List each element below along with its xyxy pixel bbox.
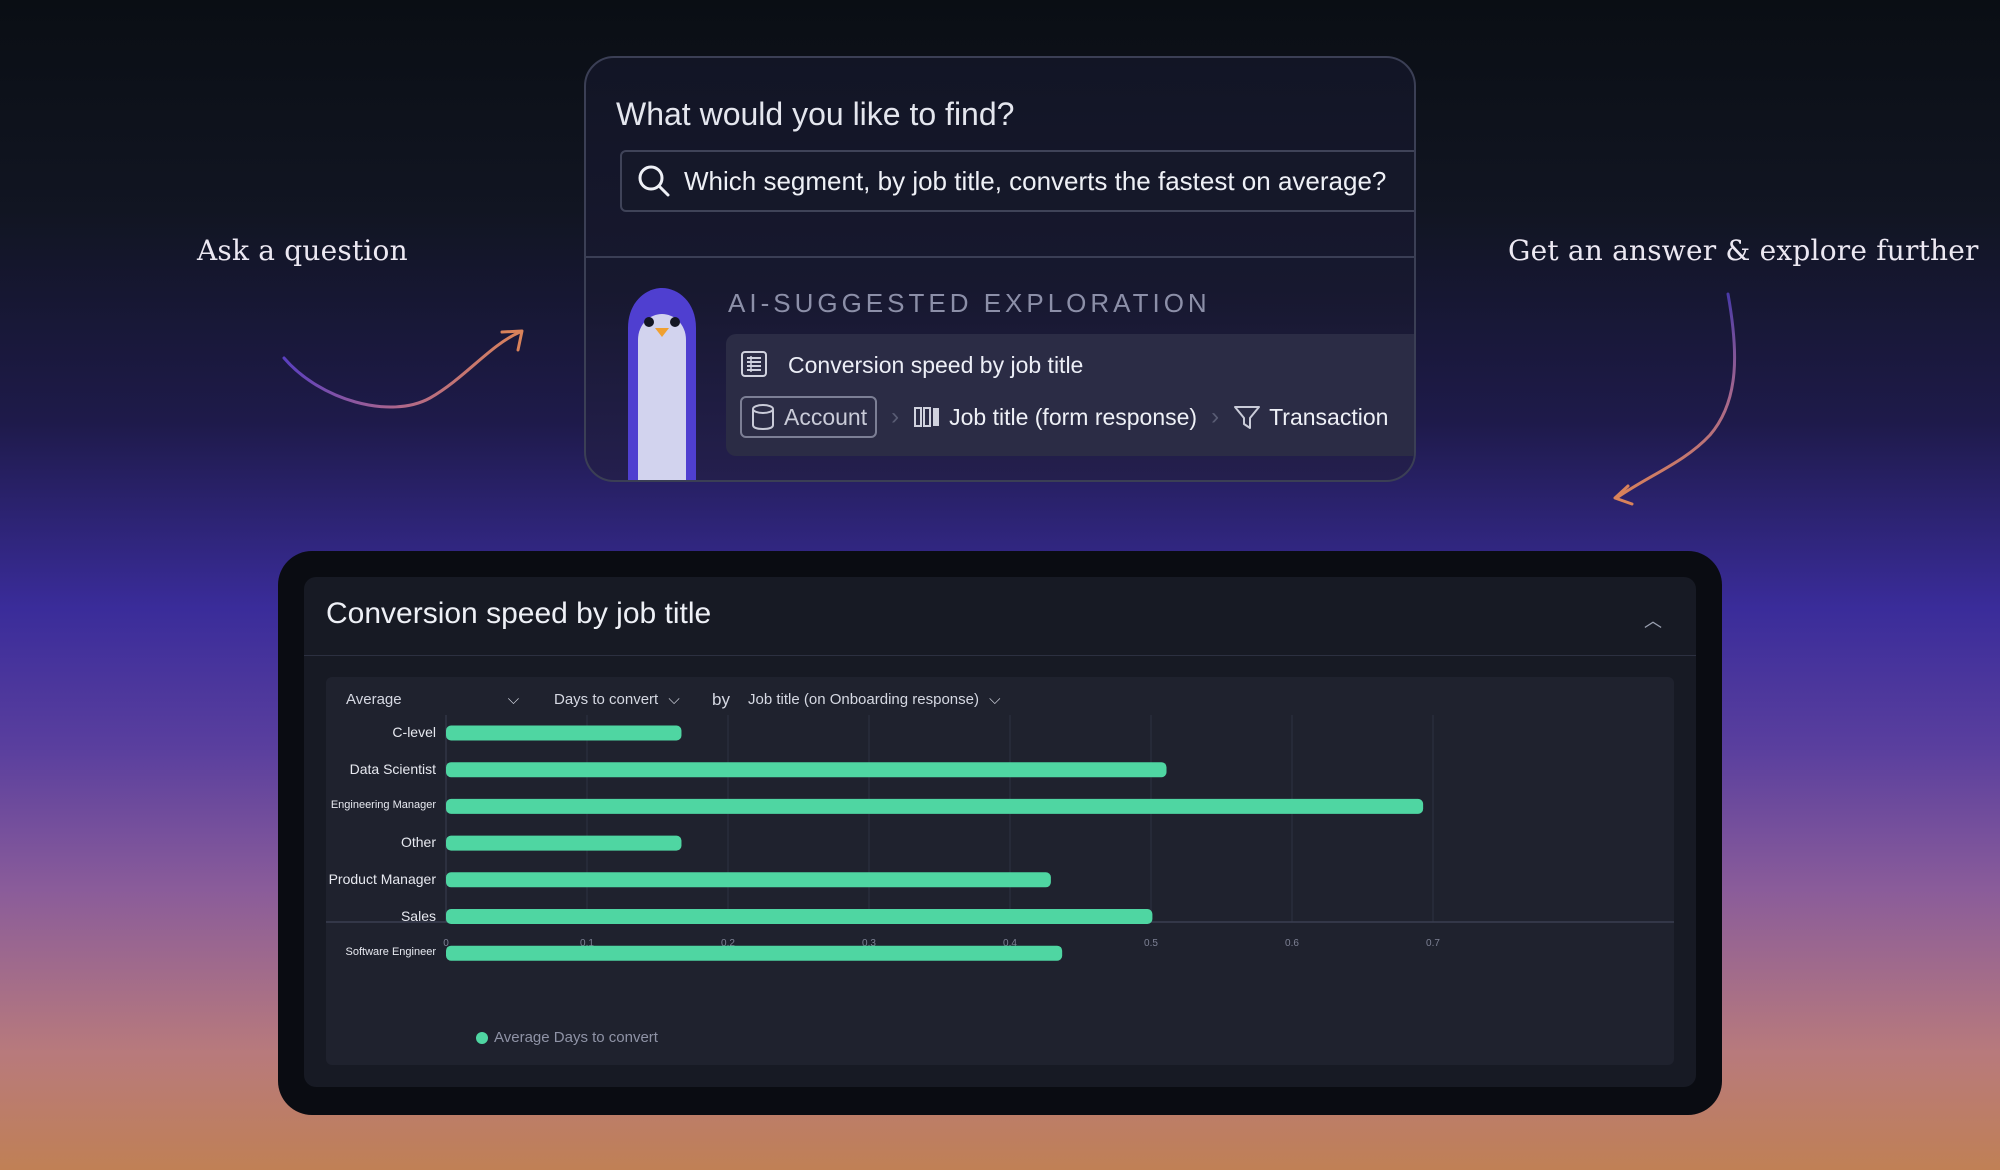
y-tick-label: Data Scientist [349, 760, 436, 777]
chip-account-label: Account [784, 403, 868, 430]
chart-legend: Average Days to convert [476, 1029, 658, 1046]
x-tick-label: 0.6 [1285, 938, 1299, 949]
report-card: Conversion speed by job title ︿ Average … [278, 551, 1722, 1115]
database-icon [752, 404, 774, 431]
metric-value: Days to convert [554, 691, 659, 708]
chevron-up-icon[interactable]: ︿ [1644, 611, 1662, 631]
chart-panel: Average ⌵ Days to convert ⌵ by Job title… [326, 677, 1674, 1065]
curved-arrow-right-icon [282, 329, 524, 409]
ai-suggested-label: AI-SUGGESTED EXPLORATION [728, 288, 1211, 318]
columns-icon [914, 407, 940, 427]
legend-label: Average Days to convert [494, 1029, 658, 1046]
x-tick-label: 0.5 [1144, 938, 1158, 949]
chip-transaction[interactable]: Transaction [1233, 404, 1388, 431]
chip-account[interactable]: Account [740, 396, 878, 438]
table-icon [741, 351, 767, 377]
bar[interactable] [446, 798, 1424, 814]
suggestion-title: Conversion speed by job title [788, 352, 1084, 378]
bar[interactable] [446, 872, 1051, 888]
penguin-mascot-icon [628, 288, 696, 480]
search-query: Which segment, by job title, converts th… [684, 165, 1387, 196]
chip-job-title-label: Job title (form response) [949, 403, 1198, 430]
right-caption: Get an answer & explore further [1508, 234, 1979, 267]
legend-swatch [476, 1031, 488, 1044]
divider [304, 655, 1696, 656]
chip-transaction-label: Transaction [1269, 403, 1389, 430]
curved-arrow-down-icon [1613, 292, 1737, 506]
y-tick-label: Engineering Manager [330, 799, 436, 812]
bar-chart: 0 0.1 0.2 0.3 0.4 0.5 0.6 0.7 [326, 715, 1674, 961]
chevron-right-icon: › [1211, 403, 1220, 430]
bar[interactable] [446, 835, 682, 851]
y-tick-label: Software Engineer [345, 946, 437, 959]
left-caption: Ask a question [197, 234, 408, 267]
search-card: What would you like to find? Which segme… [584, 56, 1416, 482]
group-by-value: Job title (on Onboarding response) [748, 691, 979, 708]
breadcrumb: Account › Job title (form response) › [740, 396, 1388, 438]
by-label: by [712, 690, 730, 709]
bar[interactable] [446, 725, 682, 741]
filter-icon [1234, 406, 1261, 429]
x-tick-label: 0.1 [580, 938, 594, 949]
y-tick-label: C-level [392, 724, 436, 740]
chevron-down-icon: ⌵ [507, 691, 520, 708]
bar[interactable] [446, 762, 1167, 778]
search-icon [638, 165, 670, 197]
aggregation-dropdown[interactable]: Average ⌵ [346, 691, 519, 708]
x-tick-label: 0.2 [721, 938, 735, 949]
y-tick-label: Sales [400, 907, 436, 924]
suggestion-panel[interactable]: Conversion speed by job title Account › [726, 334, 1414, 456]
x-tick-label: 0.4 [1003, 938, 1017, 949]
aggregation-value: Average [346, 691, 402, 708]
metric-dropdown[interactable]: Days to convert ⌵ [554, 691, 680, 708]
x-tick-label: 0.7 [1426, 938, 1440, 949]
bar[interactable] [446, 945, 1063, 961]
report-title: Conversion speed by job title [326, 597, 712, 630]
divider [586, 256, 1414, 258]
chevron-right-icon: › [891, 403, 900, 430]
report-panel: Conversion speed by job title ︿ Average … [304, 577, 1696, 1087]
x-tick-label: 0.3 [862, 938, 876, 949]
search-prompt: What would you like to find? [616, 96, 1015, 132]
y-tick-label: Other [400, 834, 436, 851]
bar[interactable] [446, 909, 1153, 924]
x-tick-label: 0 [443, 938, 449, 949]
search-input[interactable]: Which segment, by job title, converts th… [620, 150, 1414, 212]
y-tick-label: Product Manager [328, 870, 436, 887]
group-by-dropdown[interactable]: Job title (on Onboarding response) ⌵ [748, 691, 1001, 708]
chevron-down-icon: ⌵ [989, 691, 1001, 708]
chip-job-title[interactable]: Job title (form response) [913, 404, 1197, 431]
chevron-down-icon: ⌵ [668, 691, 680, 708]
